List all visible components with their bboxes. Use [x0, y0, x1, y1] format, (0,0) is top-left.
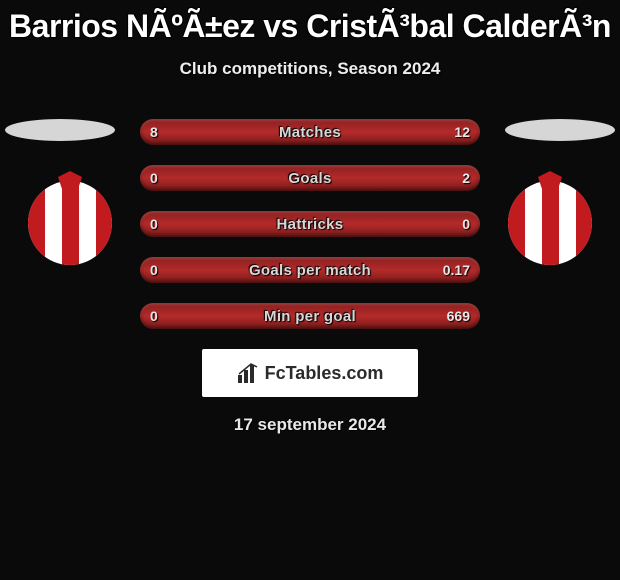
stat-right-value: 669	[447, 308, 470, 324]
page-title: Barrios NÃºÃ±ez vs CristÃ³bal CalderÃ³n	[0, 8, 620, 45]
club-crest-left	[20, 171, 120, 265]
stat-label: Goals	[288, 170, 331, 187]
stat-row-goals: 0 Goals 2	[140, 165, 480, 191]
stat-left-value: 0	[150, 308, 158, 324]
stat-left-value: 0	[150, 170, 158, 186]
player-shadow-right	[505, 119, 615, 141]
branding-text: FcTables.com	[265, 363, 384, 384]
stat-right-value: 0	[462, 216, 470, 232]
stat-label: Min per goal	[264, 308, 356, 325]
club-crest-right	[500, 171, 600, 265]
stats-stage: 8 Matches 12 0 Goals 2 0 Hattricks 0 0 G…	[0, 119, 620, 435]
snapshot-date: 17 september 2024	[0, 415, 620, 435]
stat-right-value: 0.17	[443, 262, 470, 278]
stat-label: Matches	[279, 124, 341, 141]
stat-right-value: 2	[462, 170, 470, 186]
player-shadow-left	[5, 119, 115, 141]
bar-chart-icon	[237, 363, 259, 383]
comparison-card: Barrios NÃºÃ±ez vs CristÃ³bal CalderÃ³n …	[0, 0, 620, 580]
stat-left-value: 8	[150, 124, 158, 140]
stat-row-goals-per-match: 0 Goals per match 0.17	[140, 257, 480, 283]
stat-left-value: 0	[150, 216, 158, 232]
stats-bars: 8 Matches 12 0 Goals 2 0 Hattricks 0 0 G…	[140, 119, 480, 329]
branding-box[interactable]: FcTables.com	[202, 349, 418, 397]
stat-label: Goals per match	[249, 262, 371, 279]
stat-row-min-per-goal: 0 Min per goal 669	[140, 303, 480, 329]
page-subtitle: Club competitions, Season 2024	[0, 59, 620, 79]
stat-right-value: 12	[454, 124, 470, 140]
stat-left-value: 0	[150, 262, 158, 278]
stat-row-matches: 8 Matches 12	[140, 119, 480, 145]
stat-label: Hattricks	[277, 216, 344, 233]
stat-row-hattricks: 0 Hattricks 0	[140, 211, 480, 237]
